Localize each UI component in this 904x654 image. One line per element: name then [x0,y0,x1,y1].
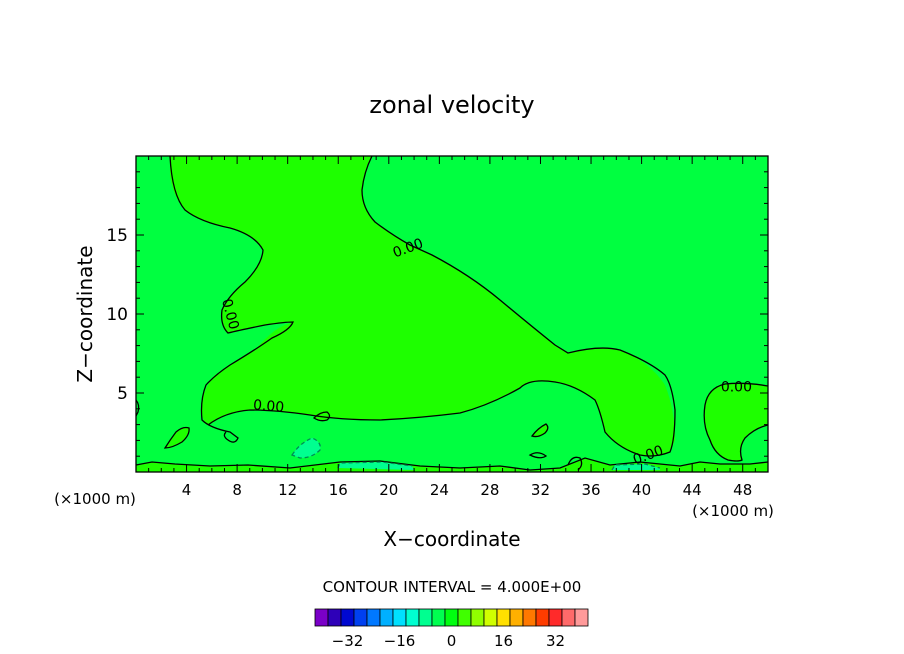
zero-contour-small [163,426,190,449]
zero-contour-small [528,452,548,459]
colorbar [314,608,589,627]
colorbar-swatch [561,608,576,627]
colorbar-swatch [314,608,329,627]
contour-lines [135,155,769,471]
negative-velocity-region [612,464,660,470]
negative-velocity-region [338,462,414,470]
plot-area: 0.000.000.000.000.00 4 8 12 16 20 24 28 32 36 40 4… [106,155,769,499]
colorbar-swatch [457,608,472,627]
x-tick-label: 16 [329,481,348,499]
y-axis-ticks: 5 10 15 [106,171,768,457]
colorbar-swatch [366,608,381,627]
zero-contour-small [567,456,583,471]
x-tick-label: 32 [531,481,550,499]
x-tick-label: 24 [430,481,449,499]
colorbar-swatch [431,608,446,627]
colorbar-swatch [548,608,563,627]
colorbar-tick-label: −16 [384,632,416,650]
x-axis-ticks: 4 8 12 16 20 24 28 32 36 40 44 48 [148,156,756,499]
x-tick-label: 4 [182,481,192,499]
contour-label: 0.00 [218,297,242,331]
colorbar-tick-label: 16 [494,632,513,650]
colorbar-swatch [405,608,420,627]
negative-velocity-region [292,438,321,458]
y-tick-label: 5 [117,384,128,404]
y-tick-label: 10 [106,305,128,325]
colorbar-labels: −32 −16 0 16 32 [332,632,565,650]
x-tick-label: 48 [733,481,752,499]
x-tick-label: 20 [379,481,398,499]
x-tick-label: 40 [632,481,651,499]
colorbar-swatch [509,608,524,627]
positive-velocity-region [165,427,190,448]
zero-contour-bottom [135,457,769,471]
colorbar-swatch [535,608,550,627]
y-axis-label: Z−coordinate [73,245,97,382]
colorbar-swatch [418,608,433,627]
contour-interval-text: CONTOUR INTERVAL = 4.000E+00 [323,578,582,596]
x-tick-label: 44 [683,481,702,499]
colorbar-swatch [574,608,589,627]
negative-contour [291,437,321,459]
colorbar-tick-label: 32 [546,632,565,650]
x-axis-label: X−coordinate [383,527,520,551]
x-unit-label-right: (×1000 m) [692,502,774,520]
positive-velocity-region [704,383,768,461]
colorbar-swatch [340,608,355,627]
contour-label: 0.00 [721,380,752,396]
colorbar-swatch [444,608,459,627]
contour-label: 0.00 [252,397,284,416]
y-tick-label: 15 [106,226,128,246]
colorbar-swatch [470,608,485,627]
zero-contour-main-lower [207,155,676,457]
colorbar-swatch [327,608,342,627]
colorbar-swatch [522,608,537,627]
x-tick-label: 28 [480,481,499,499]
colorbar-tick-label: 0 [447,632,457,650]
x-unit-label-left: (×1000 m) [54,490,136,508]
colorbar-swatch [483,608,498,627]
colorbar-swatch [392,608,407,627]
positive-velocity-region [136,458,768,472]
colorbar-swatch [353,608,368,627]
negative-contour [611,463,661,471]
zero-contour-main [169,155,294,443]
x-tick-label: 12 [278,481,297,499]
colorbar-tick-label: −32 [332,632,364,650]
zero-contour-small [530,423,549,438]
colorbar-swatch [379,608,394,627]
zero-contour-small [312,411,331,422]
x-tick-label: 8 [232,481,242,499]
zero-contour-right [703,382,769,462]
chart-title: zonal velocity [369,91,534,119]
colorbar-swatch [496,608,511,627]
x-tick-label: 36 [581,481,600,499]
negative-contour [337,461,413,469]
